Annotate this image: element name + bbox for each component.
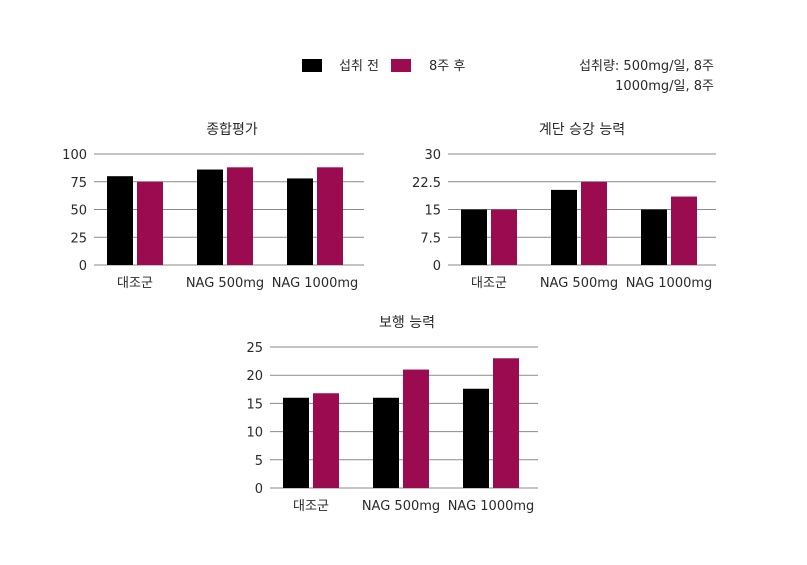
x-category-label: NAG 500mg <box>186 276 264 291</box>
chart-title: 계단 승강 능력 <box>539 122 625 138</box>
y-tick-label: 15 <box>424 204 441 219</box>
chart-title: 보행 능력 <box>379 315 435 331</box>
bar-after <box>581 181 607 265</box>
bar-before <box>287 178 313 265</box>
x-category-label: 대조군 <box>293 499 329 514</box>
chart-stair-climbing: 계단 승강 능력 0 7.5 15 22.5 30 대조군 NAG 500mg NAG 100… <box>412 122 716 291</box>
bar-before <box>197 169 223 265</box>
bar-before <box>461 209 487 265</box>
bar-after <box>403 369 429 488</box>
legend: 섭취 전 8주 후 <box>302 59 465 74</box>
bar-after <box>317 167 343 265</box>
bar-before <box>551 189 577 265</box>
legend-swatch-after <box>391 59 411 72</box>
bar-before <box>373 397 399 488</box>
bar-before <box>283 397 309 488</box>
legend-label-before: 섭취 전 <box>339 59 379 74</box>
y-tick-label: 100 <box>62 148 87 163</box>
bar-after <box>313 393 339 488</box>
chart-overall-evaluation: 종합평가 0 25 50 75 100 대조군 NAG 500mg NAG 1000mg <box>62 122 364 291</box>
y-tick-label: 5 <box>255 454 263 469</box>
dosage-note-line2: 1000mg/일, 8주 <box>615 79 714 94</box>
dosage-note-line1: 섭취량: 500mg/일, 8주 <box>579 59 714 74</box>
x-category-label: NAG 1000mg <box>626 276 713 291</box>
y-tick-label: 75 <box>70 176 87 191</box>
x-category-label: NAG 1000mg <box>448 499 535 514</box>
x-category-label: NAG 500mg <box>540 276 618 291</box>
y-tick-label: 25 <box>246 341 263 356</box>
bar-after <box>671 196 697 265</box>
y-tick-label: 15 <box>246 397 263 412</box>
bar-before <box>463 388 489 488</box>
y-tick-label: 20 <box>246 369 263 384</box>
chart-walking-ability: 보행 능력 0 5 10 15 20 25 대조군 NAG 500mg NAG 1000mg <box>246 315 538 514</box>
legend-swatch-before <box>302 59 322 72</box>
legend-label-after: 8주 후 <box>429 59 465 74</box>
y-tick-label: 10 <box>246 426 263 441</box>
x-category-label: 대조군 <box>117 276 153 291</box>
y-tick-label: 0 <box>433 259 441 274</box>
y-tick-label: 7.5 <box>420 231 441 246</box>
y-tick-label: 22.5 <box>412 176 441 191</box>
bar-after <box>491 209 517 265</box>
bar-after <box>137 181 163 265</box>
y-tick-label: 0 <box>255 482 263 497</box>
x-category-label: 대조군 <box>471 276 507 291</box>
bar-after <box>227 167 253 265</box>
y-tick-label: 0 <box>79 259 87 274</box>
y-tick-label: 25 <box>70 231 87 246</box>
x-category-label: NAG 500mg <box>362 499 440 514</box>
y-tick-label: 50 <box>70 204 87 219</box>
y-tick-label: 30 <box>424 148 441 163</box>
bar-before <box>641 209 667 265</box>
chart-title: 종합평가 <box>206 122 258 138</box>
bar-after <box>493 358 519 488</box>
bar-before <box>107 176 133 265</box>
x-category-label: NAG 1000mg <box>272 276 359 291</box>
